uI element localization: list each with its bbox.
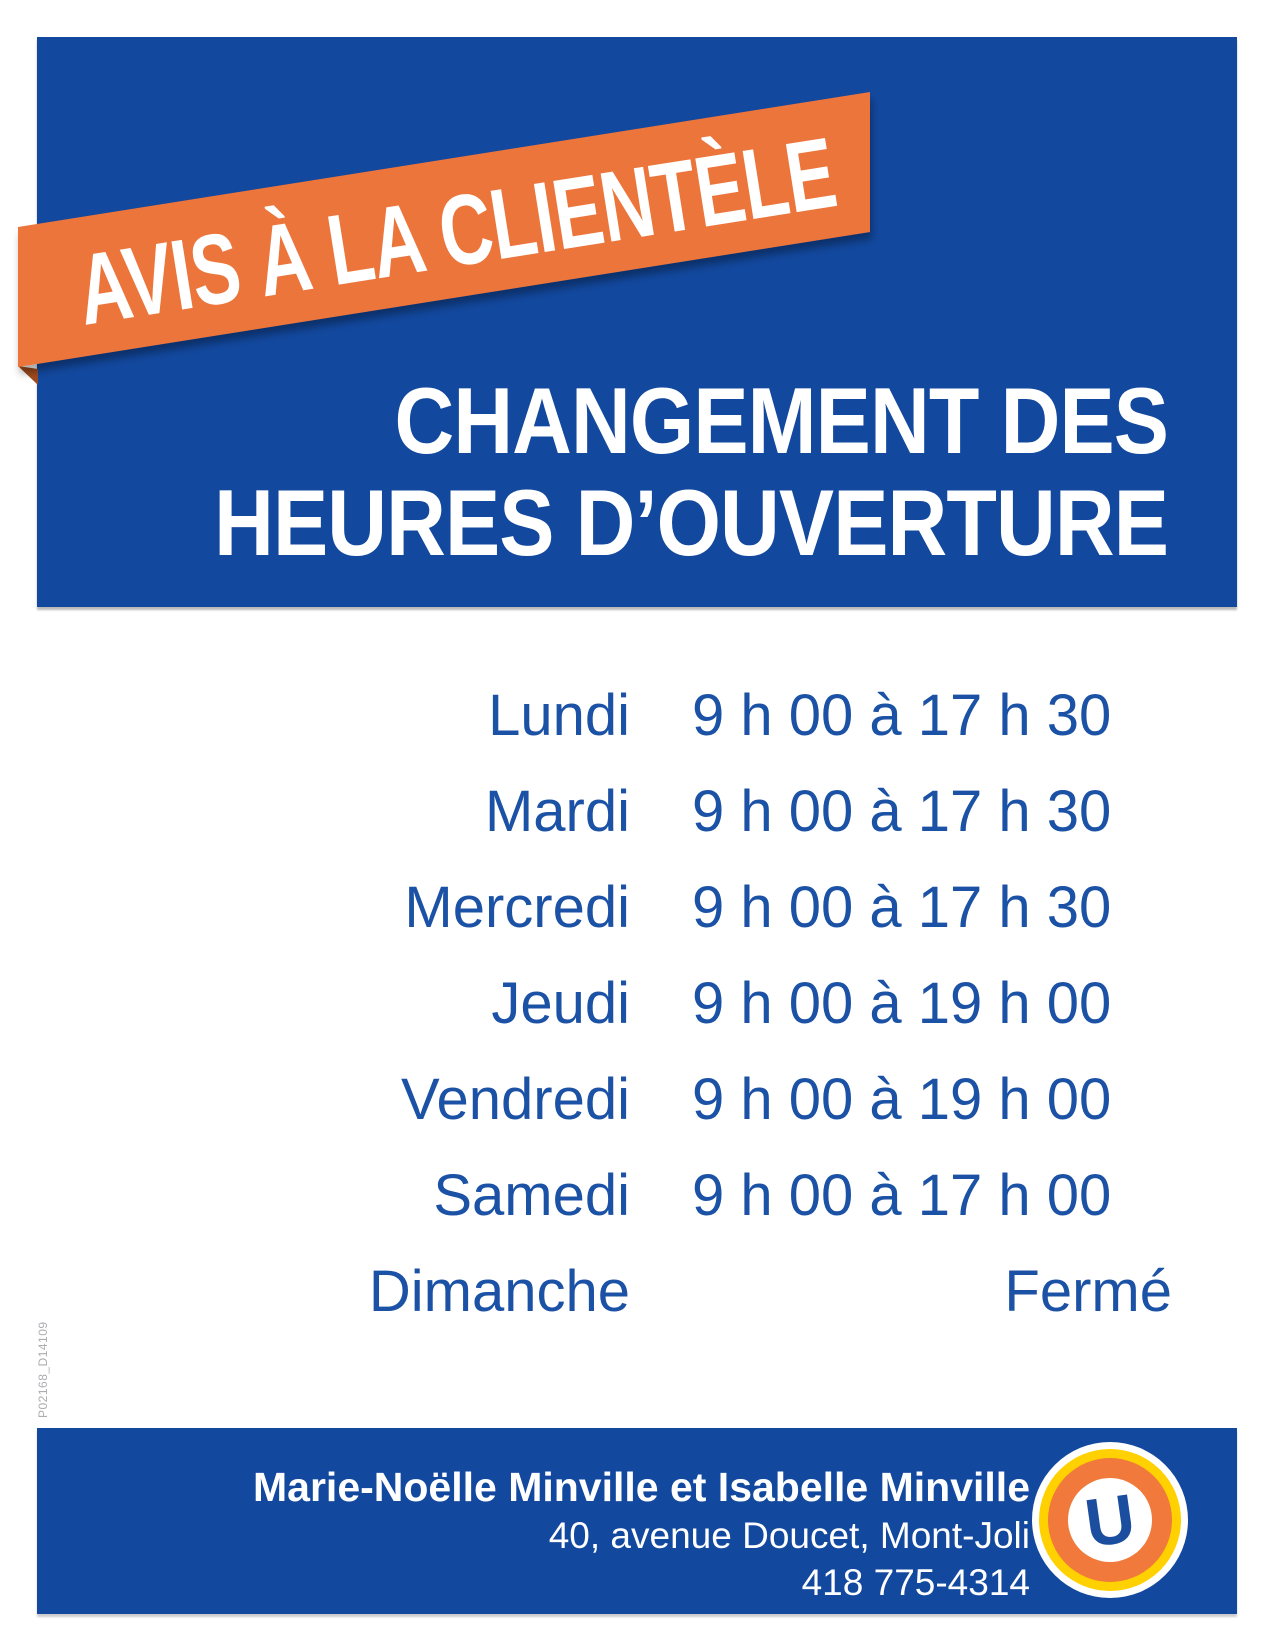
ribbon-band xyxy=(18,92,870,367)
day-label: Lundi xyxy=(488,683,630,748)
schedule-row-tuesday: Mardi 9 h 00 à 17 h 30 xyxy=(250,764,1172,860)
ribbon-fold xyxy=(18,366,38,385)
schedule-row-saturday: Samedi 9 h 00 à 17 h 00 xyxy=(250,1148,1172,1244)
day-label: Mardi xyxy=(484,779,630,844)
owners-name: Marie-Noëlle Minville et Isabelle Minvil… xyxy=(253,1464,1030,1510)
hours-value: 9 h 00 à 19 h 00 xyxy=(692,1067,1112,1132)
hours-value: 9 h 00 à 17 h 30 xyxy=(692,779,1112,844)
print-code-label: P02168_D14109 xyxy=(36,1321,50,1418)
schedule-row-monday: Lundi 9 h 00 à 17 h 30 xyxy=(250,668,1172,764)
page-title: CHANGEMENT DES HEURES D’OUVERTURE xyxy=(214,368,1169,575)
hours-value: Fermé xyxy=(1004,1259,1172,1324)
hours-value: 9 h 00 à 17 h 30 xyxy=(692,875,1112,940)
footer-bar: Marie-Noëlle Minville et Isabelle Minvil… xyxy=(37,1428,1237,1614)
hours-value: 9 h 00 à 19 h 00 xyxy=(692,971,1112,1036)
opening-hours-table: Lundi 9 h 00 à 17 h 30 Mardi 9 h 00 à 17… xyxy=(250,668,1172,1340)
day-label: Dimanche xyxy=(368,1259,630,1324)
logo-disc xyxy=(1068,1478,1152,1562)
page-title-line2: HEURES D’OUVERTURE xyxy=(214,470,1169,575)
notice-ribbon: AVIS À LA CLIENTÈLE xyxy=(18,92,870,385)
uniprix-logo-icon: U xyxy=(1032,1442,1188,1598)
schedule-row-wednesday: Mercredi 9 h 00 à 17 h 30 xyxy=(250,860,1172,956)
day-label: Mercredi xyxy=(404,875,630,940)
store-address: 40, avenue Doucet, Mont-Joli xyxy=(548,1515,1030,1556)
hours-value: 9 h 00 à 17 h 00 xyxy=(692,1163,1112,1228)
hours-value: 9 h 00 à 17 h 30 xyxy=(692,683,1112,748)
logo-letter: U xyxy=(1081,1480,1140,1562)
page-title-line1: CHANGEMENT DES xyxy=(394,368,1168,473)
schedule-row-friday: Vendredi 9 h 00 à 19 h 00 xyxy=(250,1052,1172,1148)
day-label: Vendredi xyxy=(401,1067,630,1132)
day-label: Samedi xyxy=(433,1163,630,1228)
schedule-row-sunday: Dimanche Fermé xyxy=(250,1244,1172,1340)
footer-contact-block: Marie-Noëlle Minville et Isabelle Minvil… xyxy=(253,1462,1030,1606)
ribbon-label: AVIS À LA CLIENTÈLE xyxy=(70,116,843,346)
store-phone: 418 775-4314 xyxy=(801,1562,1030,1603)
day-label: Jeudi xyxy=(491,971,630,1036)
schedule-row-thursday: Jeudi 9 h 00 à 19 h 00 xyxy=(250,956,1172,1052)
